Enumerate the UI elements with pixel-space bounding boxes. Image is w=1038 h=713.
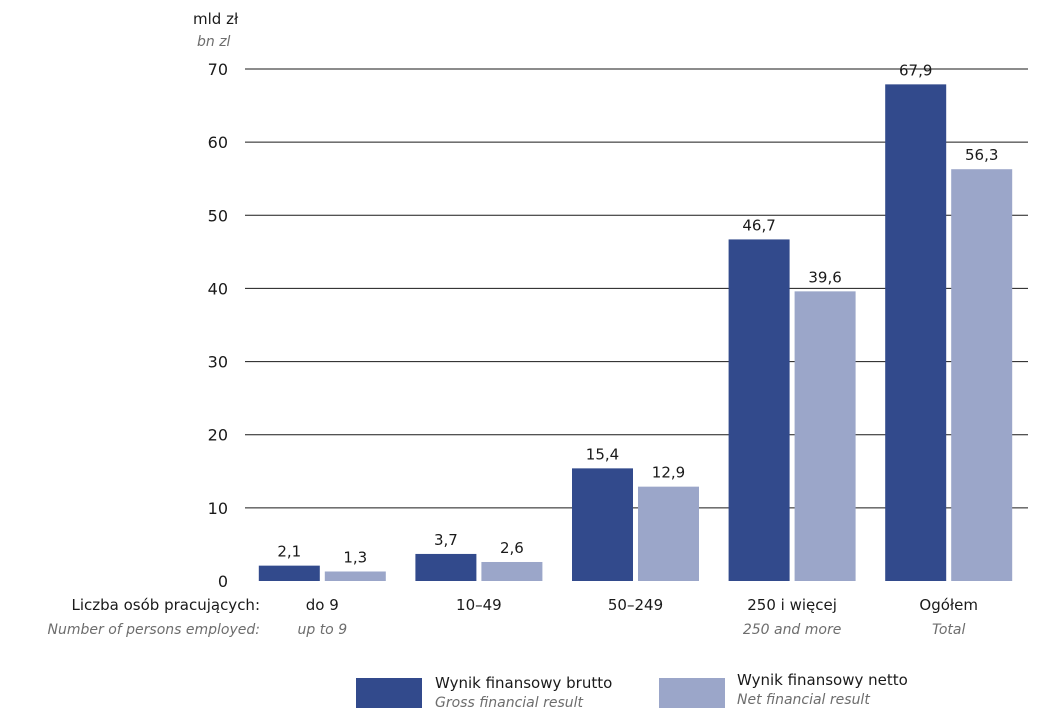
x-axis-label: Liczba osób pracujących: xyxy=(71,596,260,614)
bar-gross-250-i-wi-cej xyxy=(728,239,790,581)
x-tick-label-english: Total xyxy=(932,622,965,638)
y-tick-label: 20 xyxy=(208,426,228,445)
x-tick-label: 50–249 xyxy=(608,596,663,614)
y-tick-label: 10 xyxy=(208,499,228,518)
x-tick-label-english: 250 and more xyxy=(743,622,842,638)
y-tick-label: 60 xyxy=(208,133,228,152)
bar-net-10-49 xyxy=(481,561,543,581)
data-label-gross-50-249: 15,4 xyxy=(586,445,619,463)
y-unit-label: mld zł xyxy=(193,10,239,28)
legend-label-gross: Wynik finansowy brutto xyxy=(435,674,612,692)
legend-label-net-english: Net financial result xyxy=(737,692,870,708)
value-labels: 2,1 1,3 3,7 2,6 15,4 12,9 46,7 39,6 67,9 56,3 xyxy=(277,61,998,566)
x-tick-label: 10–49 xyxy=(456,596,502,614)
data-label-net-do-9: 1,3 xyxy=(343,548,367,566)
y-tick-label: 0 xyxy=(218,572,228,591)
bars xyxy=(258,84,1013,582)
data-label-gross-10-49: 3,7 xyxy=(434,531,458,549)
gridlines xyxy=(245,68,1028,509)
y-unit-label-english: bn zl xyxy=(197,34,231,50)
x-tick-label: 250 i więcej xyxy=(747,596,837,614)
x-axis-label-english: Number of persons employed: xyxy=(48,622,260,638)
y-tick-label: 50 xyxy=(208,206,228,225)
bar-gross-og-em xyxy=(885,84,947,582)
legend-label-net: Wynik finansowy netto xyxy=(737,671,908,689)
bar-gross-do-9 xyxy=(258,565,320,581)
legend: Wynik finansowy brutto Gross financial r… xyxy=(356,671,908,711)
data-label-gross-250-i-wi-cej: 46,7 xyxy=(742,216,775,234)
y-tick-label: 40 xyxy=(208,279,228,298)
data-label-net-250-i-wi-cej: 39,6 xyxy=(808,268,841,286)
bar-net-do-9 xyxy=(324,571,386,581)
legend-swatch-gross xyxy=(356,678,422,708)
data-label-gross-do-9: 2,1 xyxy=(277,543,301,561)
data-label-net-10-49: 2,6 xyxy=(500,539,524,557)
x-tick-label: Ogółem xyxy=(919,596,978,614)
category-labels: do 9 up to 9 10–49 50–249 250 i więcej 250 an… xyxy=(297,596,978,638)
data-label-gross-og-em: 67,9 xyxy=(899,61,932,79)
x-tick-label: do 9 xyxy=(306,596,339,614)
legend-swatch-net xyxy=(659,678,725,708)
bar-net-50-249 xyxy=(638,486,699,581)
data-label-net-og-em: 56,3 xyxy=(965,146,998,164)
data-label-net-50-249: 12,9 xyxy=(652,464,685,482)
bar-net-250-i-wi-cej xyxy=(794,291,856,581)
y-tick-labels: 0 10 20 30 40 50 60 70 xyxy=(208,60,228,591)
y-tick-label: 70 xyxy=(208,60,228,79)
x-tick-label-english: up to 9 xyxy=(297,622,347,638)
legend-label-gross-english: Gross financial result xyxy=(435,695,584,709)
bar-gross-10-49 xyxy=(415,553,477,581)
y-tick-label: 30 xyxy=(208,353,228,372)
bar-gross-50-249 xyxy=(572,468,633,581)
bar-net-og-em xyxy=(951,169,1013,581)
